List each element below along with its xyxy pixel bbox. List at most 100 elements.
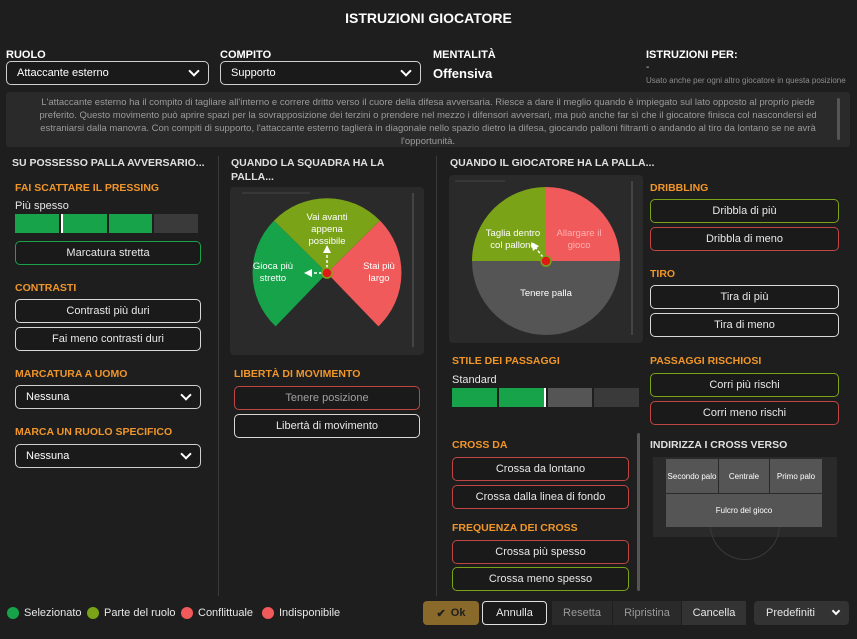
- role-value: Attaccante esterno: [17, 67, 109, 79]
- tight-marking-button[interactable]: Marcatura stretta: [15, 241, 201, 265]
- legend-conflict-label: Conflittuale: [198, 607, 254, 619]
- role-dot-icon: [87, 607, 99, 619]
- tackling-label: CONTRASTI: [15, 282, 77, 294]
- cross-from-byline-button[interactable]: Crossa dalla linea di fondo: [452, 485, 629, 509]
- dribble-less-button[interactable]: Dribbla di meno: [650, 227, 839, 251]
- slider-segment: [498, 388, 546, 407]
- role-description-text: L'attaccante esterno ha il compito di ta…: [39, 97, 817, 147]
- player-marker: [321, 267, 333, 279]
- slider-segment: [452, 388, 497, 407]
- annulla-button[interactable]: Annulla: [482, 601, 547, 625]
- cross-target-zones: [666, 459, 822, 493]
- passing-slider[interactable]: [452, 388, 639, 407]
- mark-position-label: MARCA UN RUOLO SPECIFICO: [15, 426, 173, 438]
- far-post-label: Primo palo: [776, 471, 816, 481]
- column-divider: [218, 156, 219, 596]
- wheel-right-segment[interactable]: [546, 187, 620, 261]
- freedom-label: LIBERTÀ DI MOVIMENTO: [234, 368, 361, 380]
- out-of-possession-heading: SU POSSESSO PALLA AVVERSARIO...: [12, 157, 205, 169]
- shoot-more-button[interactable]: Tira di più: [650, 285, 839, 309]
- slider-segment: [154, 214, 198, 233]
- pressing-label: FAI SCATTARE IL PRESSING: [15, 182, 160, 194]
- wheel-right-segment[interactable]: [327, 220, 402, 327]
- wheel-left-segment[interactable]: [252, 220, 327, 327]
- target-man-zone[interactable]: Fulcro del gioco: [666, 494, 822, 527]
- chevron-down-icon: [180, 448, 192, 460]
- slider-segment: [60, 214, 107, 233]
- less-risky-passes-button[interactable]: Corri meno rischi: [650, 401, 839, 425]
- in-possession-heading-2: PALLA...: [231, 171, 274, 183]
- centre-zone[interactable]: Centrale: [718, 459, 770, 493]
- team-possession-wheel: Vai avanti appena possibile Gioca più st…: [230, 187, 424, 355]
- presets-button[interactable]: Predefiniti: [754, 601, 849, 625]
- role-label: RUOLO: [6, 49, 46, 61]
- cross-target-label: INDIRIZZA I CROSS VERSO: [650, 439, 788, 451]
- legend-unavailable: Indisponibile: [262, 607, 340, 619]
- duty-value: Supporto: [231, 67, 276, 79]
- near-post-label: Secondo palo: [667, 471, 717, 481]
- passing-style-label: STILE DEI PASSAGGI: [452, 355, 560, 367]
- pressing-level-label: Più spesso: [15, 200, 69, 212]
- role-description: L'attaccante esterno ha il compito di ta…: [6, 92, 850, 147]
- wheel-right-label: Allargare il gioco: [556, 228, 602, 251]
- description-scrollbar[interactable]: [837, 98, 840, 140]
- ease-off-tackles-button[interactable]: Fai meno contrasti duri: [15, 327, 201, 351]
- cancel-button[interactable]: Cancella: [682, 601, 746, 625]
- ok-label: Ok: [450, 607, 466, 619]
- instructions-for-note: Usato anche per ogni altro giocatore in …: [646, 76, 846, 85]
- reset-button[interactable]: Resetta: [552, 601, 612, 625]
- in-possession-heading: QUANDO LA SQUADRA HA LA: [231, 157, 385, 169]
- check-icon: ✔: [436, 607, 446, 620]
- wheel-bottom-segment[interactable]: [472, 261, 620, 335]
- wheel-top-label: Vai avanti appena possibile: [306, 212, 348, 247]
- cross-more-button[interactable]: Crossa più spesso: [452, 540, 629, 564]
- instructions-for-value: -: [646, 62, 650, 73]
- wheel-left-label: Gioca più stretto: [252, 261, 294, 284]
- target-man-label: Fulcro del gioco: [715, 506, 773, 515]
- column-divider: [436, 156, 437, 596]
- slider-segment: [547, 388, 593, 407]
- mentality-label: MENTALITÀ: [433, 49, 496, 61]
- role-select[interactable]: Attaccante esterno: [6, 61, 209, 85]
- duty-label: COMPITO: [220, 49, 272, 61]
- team-wheel-svg: [242, 192, 414, 347]
- player-possession-heading: QUANDO IL GIOCATORE HA LA PALLA...: [450, 157, 655, 169]
- presets-label: Predefiniti: [766, 607, 815, 619]
- restore-button[interactable]: Ripristina: [613, 601, 681, 625]
- centre-label: Centrale: [728, 471, 760, 481]
- dialog-title: ISTRUZIONI GIOCATORE: [345, 10, 512, 26]
- penalty-arc: [710, 525, 780, 560]
- dribble-more-button[interactable]: Dribbla di più: [650, 199, 839, 223]
- roam-button[interactable]: Libertà di movimento: [234, 414, 420, 438]
- hold-position-button[interactable]: Tenere posizione: [234, 386, 420, 410]
- duty-select[interactable]: Supporto: [220, 61, 421, 85]
- dribbling-label: DRIBBLING: [650, 182, 709, 194]
- column-scrollbar[interactable]: [637, 433, 640, 591]
- man-marking-select[interactable]: Nessuna: [15, 385, 201, 409]
- more-risky-passes-button[interactable]: Corri più rischi: [650, 373, 839, 397]
- legend-unavailable-label: Indisponibile: [279, 607, 341, 619]
- slider-segment: [15, 214, 59, 233]
- cross-less-button[interactable]: Crossa meno spesso: [452, 567, 629, 591]
- mark-position-value: Nessuna: [26, 450, 70, 462]
- shoot-less-button[interactable]: Tira di meno: [650, 313, 839, 337]
- wheel-left-segment[interactable]: [472, 187, 546, 261]
- chevron-down-icon: [188, 65, 200, 77]
- chevron-down-icon: [831, 606, 841, 616]
- wheel-top-segment[interactable]: [274, 198, 380, 273]
- cross-from-deep-button[interactable]: Crossa da lontano: [452, 457, 629, 481]
- shooting-label: TIRO: [650, 268, 676, 280]
- passing-level-label: Standard: [452, 374, 497, 386]
- cross-frequency-label: FREQUENZA DEI CROSS: [452, 522, 578, 534]
- wheel-right-label: Stai più largo: [363, 261, 395, 284]
- pressing-slider[interactable]: [15, 214, 198, 233]
- tackle-harder-button[interactable]: Contrasti più duri: [15, 299, 201, 323]
- ok-button[interactable]: ✔ Ok: [423, 601, 479, 625]
- mark-position-select[interactable]: Nessuna: [15, 444, 201, 468]
- mentality-value: Offensiva: [433, 66, 493, 81]
- far-post-zone[interactable]: Primo palo: [770, 459, 822, 493]
- legend-role: Parte del ruolo: [87, 607, 176, 619]
- instructions-for-label: ISTRUZIONI PER:: [646, 49, 738, 61]
- conflict-dot-icon: [181, 607, 193, 619]
- near-post-zone[interactable]: Secondo palo: [666, 459, 718, 493]
